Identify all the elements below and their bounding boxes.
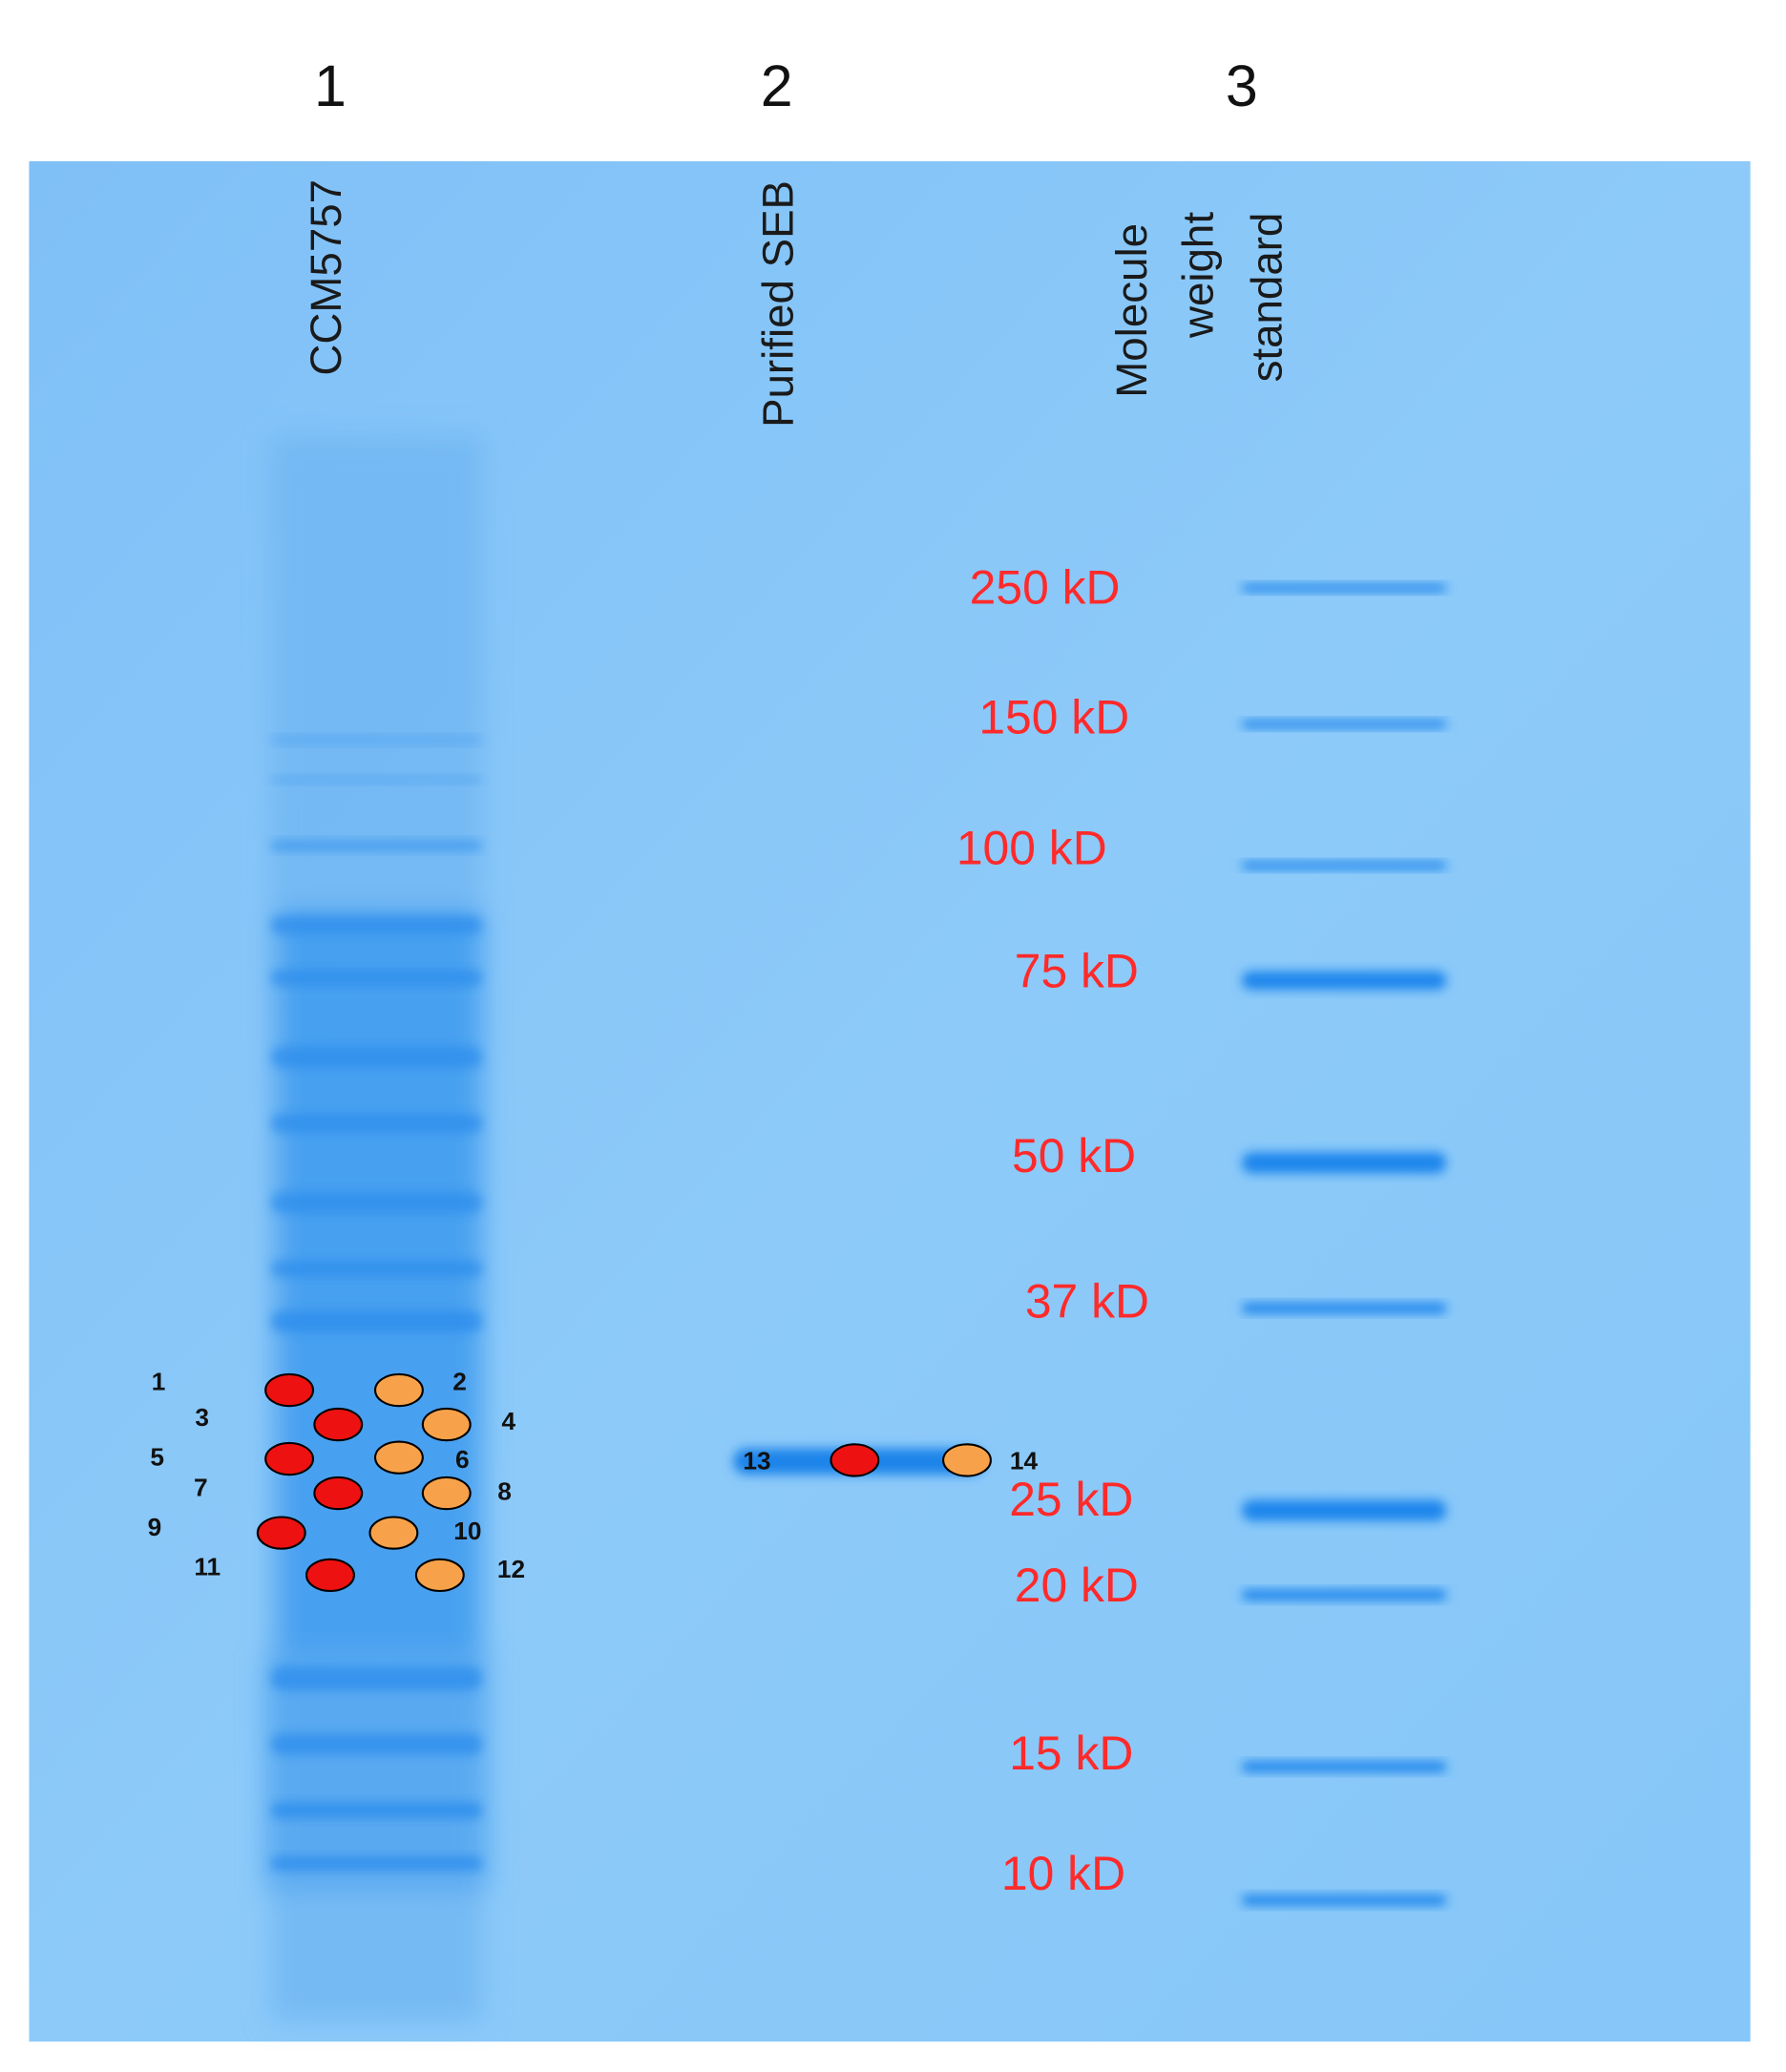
marker-label: 25 kD [1009,1473,1133,1526]
spot [305,1558,355,1593]
spot [256,1516,306,1550]
lane-number: 3 [1226,53,1258,118]
spot-number: 9 [148,1513,162,1541]
spot [830,1443,880,1477]
spot-number: 10 [453,1517,481,1545]
ladder-band [1241,720,1447,728]
lane-name: CCM5757 [302,179,350,376]
spot-number: 3 [195,1403,209,1432]
spot-number: 5 [150,1442,164,1471]
bands [270,583,1447,1906]
lane-1-band [270,1046,483,1068]
spot [313,1407,364,1442]
lane-1-band [270,1665,483,1690]
lane-1-band [270,1260,483,1277]
spot [421,1407,472,1442]
lane-number: 2 [761,53,793,118]
marker-label: 250 kD [970,561,1121,615]
marker-label: 75 kD [1015,944,1139,997]
spot-number: 14 [1010,1447,1039,1476]
lane-1-band [270,1191,483,1214]
ladder-band [1241,1761,1447,1772]
marker-label: 10 kD [1001,1847,1125,1900]
ladder-band [1241,861,1447,870]
spot-number: 6 [455,1445,470,1474]
lane-1-band [270,1114,483,1133]
marker-label: 15 kD [1009,1727,1133,1780]
ladder-band [1241,1894,1447,1906]
spot-number: 12 [497,1555,525,1583]
spot [414,1558,465,1593]
lane-1-band [270,970,483,986]
lane-name: Molecule [1107,223,1156,398]
lane-name: standard [1242,213,1291,383]
spot-number: 1 [152,1368,166,1396]
lane-1-band [270,840,483,851]
spot [373,1372,424,1408]
spot-number: 7 [194,1473,208,1501]
ladder-band [1241,1152,1447,1174]
spot [313,1476,364,1511]
marker-label: 20 kD [1015,1559,1139,1612]
spot [368,1516,419,1550]
marker-label: 50 kD [1012,1129,1136,1183]
marker-label: 150 kD [978,690,1129,743]
lane-name: Purified SEB [753,180,802,428]
lane-1-smear [263,435,490,2022]
ladder-band [1241,1303,1447,1314]
spot-number: 2 [452,1368,467,1396]
spot [373,1440,424,1475]
spot-number: 4 [501,1407,515,1435]
ladder-band [1241,971,1447,991]
lane-1-band [270,1310,483,1332]
lane-1-band [270,1733,483,1755]
lane-1-band [270,1856,483,1871]
lane-1-band [270,776,483,784]
lane-1-band [270,736,483,744]
ladder-band [1241,1499,1447,1521]
ladder-band [1241,1589,1447,1601]
spot-number: 13 [743,1447,770,1476]
ladder-band [1241,583,1447,593]
spot [264,1441,315,1476]
lane-name: weight [1173,212,1222,339]
lane-1-band [270,915,483,934]
lane-1-band [270,1802,483,1819]
spot [421,1476,472,1511]
spot [942,1443,992,1477]
lane-number: 1 [314,53,347,118]
marker-label: 37 kD [1025,1274,1149,1328]
spot [264,1372,315,1408]
spot-number: 8 [497,1476,512,1505]
marker-label: 100 kD [956,821,1107,874]
spot-number: 11 [194,1552,221,1580]
